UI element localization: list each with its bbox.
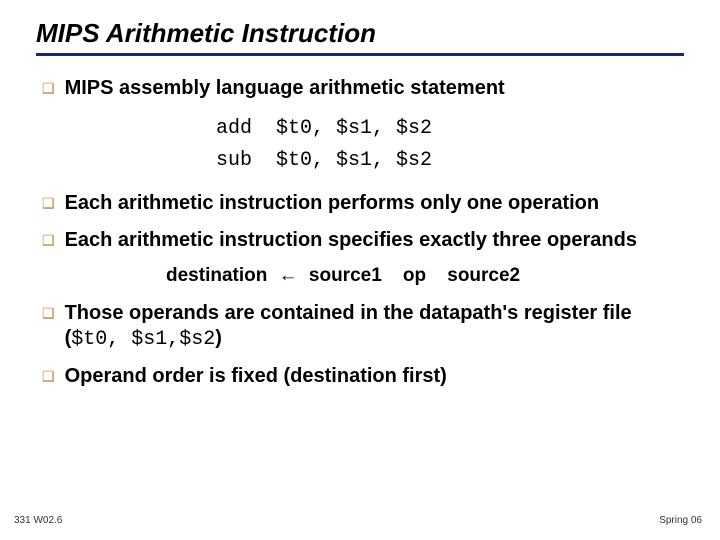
bullet-item: ❑ Each arithmetic instruction specifies … <box>42 228 684 253</box>
bullet-item: ❑ Those operands are contained in the da… <box>42 301 684 352</box>
bullet-icon: ❑ <box>42 305 55 322</box>
bullet-icon: ❑ <box>42 232 55 249</box>
bullet-item: ❑ Operand order is fixed (destination fi… <box>42 364 684 389</box>
formula-src2: source2 <box>447 265 520 286</box>
bullet-text: Each arithmetic instruction specifies ex… <box>65 228 637 253</box>
bullet-icon: ❑ <box>42 195 55 212</box>
slide-title: MIPS Arithmetic Instruction <box>36 18 684 56</box>
bullet-icon: ❑ <box>42 80 55 97</box>
bullet-item: ❑ MIPS assembly language arithmetic stat… <box>42 76 684 101</box>
bullet-text-part: ) <box>215 327 222 349</box>
slide: MIPS Arithmetic Instruction ❑ MIPS assem… <box>0 0 720 389</box>
formula: destination ← source1 op source2 <box>166 265 684 287</box>
code-block: add $t0, $s1, $s2 sub $t0, $s1, $s2 <box>216 113 684 177</box>
bullet-text: MIPS assembly language arithmetic statem… <box>65 76 505 101</box>
code-line: sub $t0, $s1, $s2 <box>216 149 432 172</box>
bullet-text: Operand order is fixed (destination firs… <box>65 364 447 389</box>
footer-right: Spring 06 <box>659 515 702 526</box>
inline-code: $t0, $s1,$s2 <box>71 328 215 351</box>
arrow-icon: ← <box>279 265 298 286</box>
bullet-item: ❑ Each arithmetic instruction performs o… <box>42 191 684 216</box>
bullet-text: Each arithmetic instruction performs onl… <box>65 191 600 216</box>
formula-src1: source1 <box>309 265 382 286</box>
bullet-icon: ❑ <box>42 368 55 385</box>
code-line: add $t0, $s1, $s2 <box>216 117 432 140</box>
formula-op: op <box>403 265 426 286</box>
formula-dest: destination <box>166 265 267 286</box>
bullet-text: Those operands are contained in the data… <box>65 301 684 352</box>
footer-left: 331 W02.6 <box>14 515 62 526</box>
